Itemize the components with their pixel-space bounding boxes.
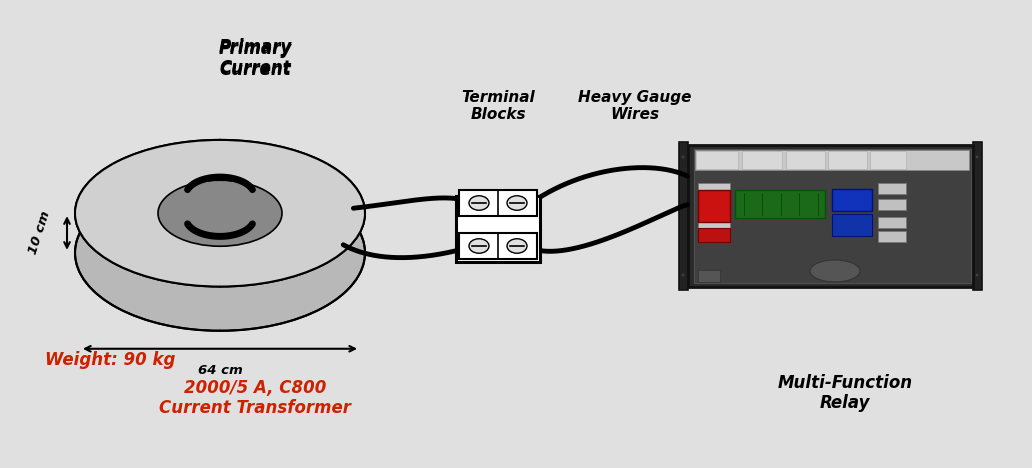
- Bar: [678, 142, 687, 290]
- Bar: [829, 151, 867, 169]
- Bar: [878, 199, 906, 210]
- Text: 64 cm: 64 cm: [197, 364, 243, 377]
- Bar: [698, 231, 730, 242]
- Ellipse shape: [75, 140, 365, 286]
- Text: Multi-Function
Relay: Multi-Function Relay: [777, 373, 912, 412]
- Bar: [687, 145, 972, 287]
- Text: 2000/5 A, C800
Current Transformer: 2000/5 A, C800 Current Transformer: [159, 379, 351, 417]
- Text: Terminal
Blocks: Terminal Blocks: [461, 90, 535, 122]
- Bar: [972, 142, 981, 290]
- Bar: [736, 190, 826, 218]
- Bar: [698, 183, 730, 194]
- Ellipse shape: [507, 239, 527, 253]
- Ellipse shape: [75, 175, 365, 331]
- Bar: [698, 217, 730, 228]
- Bar: [832, 214, 871, 236]
- Bar: [698, 228, 730, 242]
- Bar: [694, 149, 971, 283]
- Bar: [456, 196, 540, 262]
- Ellipse shape: [975, 155, 978, 159]
- Bar: [878, 183, 906, 194]
- Text: 10 cm: 10 cm: [27, 210, 53, 256]
- Text: Weight: 90 kg: Weight: 90 kg: [45, 351, 175, 369]
- Bar: [459, 233, 537, 259]
- Bar: [696, 150, 969, 170]
- Ellipse shape: [158, 180, 282, 246]
- Bar: [878, 217, 906, 228]
- Bar: [786, 151, 825, 169]
- Bar: [459, 190, 537, 216]
- Ellipse shape: [681, 273, 685, 277]
- Ellipse shape: [507, 196, 527, 210]
- Bar: [698, 199, 730, 210]
- Polygon shape: [75, 141, 197, 330]
- Text: Heavy Gauge
Wires: Heavy Gauge Wires: [578, 90, 691, 122]
- Text: Primary
Current: Primary Current: [219, 38, 292, 77]
- Ellipse shape: [158, 220, 282, 286]
- Ellipse shape: [469, 196, 489, 210]
- Ellipse shape: [975, 273, 978, 277]
- Ellipse shape: [681, 155, 685, 159]
- Bar: [698, 270, 719, 282]
- Bar: [871, 151, 906, 169]
- Ellipse shape: [810, 260, 860, 282]
- Bar: [878, 231, 906, 242]
- Bar: [832, 189, 871, 211]
- Text: 30 cm: 30 cm: [275, 175, 320, 188]
- Ellipse shape: [469, 239, 489, 253]
- Bar: [742, 151, 782, 169]
- Text: Primary
Current: Primary Current: [219, 40, 292, 79]
- Bar: [697, 151, 739, 169]
- Polygon shape: [243, 141, 365, 330]
- Bar: [698, 190, 730, 222]
